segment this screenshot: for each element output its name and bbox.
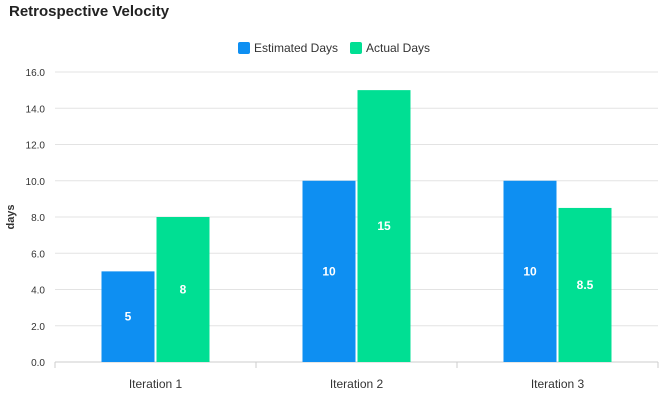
x-category-label: Iteration 3: [531, 377, 585, 391]
y-tick-label: 6.0: [31, 249, 45, 260]
y-tick-label: 10.0: [26, 177, 46, 188]
legend-swatch-actual: [350, 42, 362, 54]
data-label: 8: [180, 283, 187, 297]
legend-item-actual[interactable]: Actual Days: [350, 41, 430, 55]
legend-item-estimated[interactable]: Estimated Days: [237, 41, 338, 55]
bar-actual: [357, 90, 411, 362]
data-label: 5: [125, 310, 132, 324]
bar-estimated: [503, 180, 557, 362]
legend-label-estimated: Estimated Days: [253, 41, 338, 55]
chart-title: Retrospective Velocity: [9, 3, 170, 20]
y-tick-label: 4.0: [31, 286, 45, 297]
bar-estimated: [302, 180, 356, 362]
data-label: 10: [322, 264, 336, 278]
x-category-label: Iteration 2: [330, 377, 384, 391]
data-label: 10: [523, 264, 537, 278]
legend-swatch-estimated: [237, 42, 250, 54]
legend: Estimated Days Actual Days: [0, 41, 668, 55]
y-tick-label: 8.0: [31, 213, 45, 224]
data-label: 15: [377, 219, 391, 233]
y-tick-label: 0.0: [31, 358, 45, 369]
bar-actual: [156, 217, 210, 362]
y-tick-label: 16.0: [26, 68, 46, 79]
bar-actual: [558, 207, 612, 362]
x-category-label: Iteration 1: [129, 377, 183, 391]
legend-label-actual: Actual Days: [366, 41, 431, 55]
y-axis-title: days: [5, 204, 17, 229]
data-label: 8.5: [577, 278, 594, 292]
y-tick-label: 14.0: [26, 104, 46, 115]
bar-estimated: [101, 271, 155, 362]
y-tick-label: 12.0: [26, 141, 46, 152]
y-tick-label: 2.0: [31, 322, 45, 333]
